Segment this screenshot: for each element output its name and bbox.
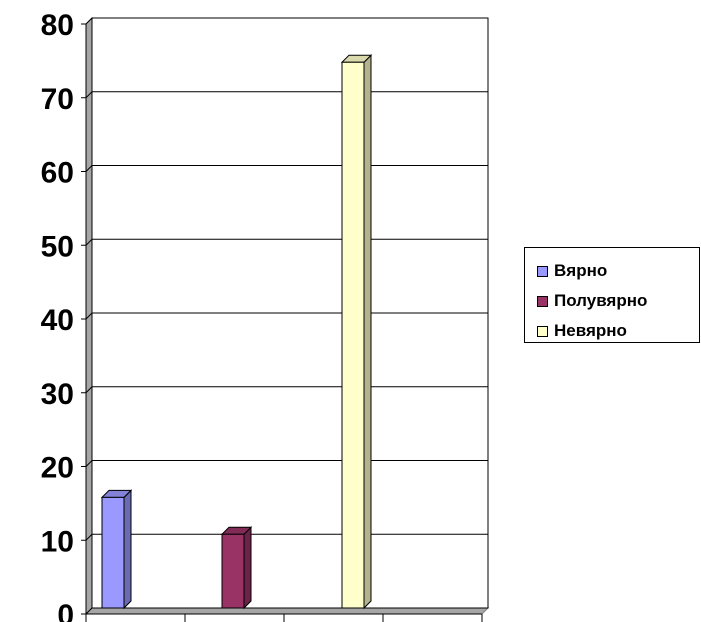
bar-3-side: [363, 54, 372, 610]
bar-1: [100, 489, 133, 610]
axes: [81, 23, 483, 622]
gridline-depth-7: [85, 91, 93, 99]
bar-2: [220, 526, 253, 610]
bar-2-side: [243, 526, 252, 610]
y-tick-label-6: 60: [41, 157, 74, 190]
gridline-depth-5: [85, 238, 93, 246]
plot-background: [84, 16, 490, 616]
y-tick-label-1: 10: [41, 525, 74, 558]
legend-item-incorrect: Невярно: [537, 316, 693, 346]
legend-item-correct: Вярно: [537, 256, 693, 286]
y-tick-label-7: 70: [41, 83, 74, 116]
plot-floor: [84, 607, 490, 615]
gridlines: [85, 17, 488, 615]
gridline-depth-8: [85, 17, 93, 25]
gridline-depth-4: [85, 312, 93, 320]
gridline-depth-2: [85, 460, 93, 467]
gridline-depth-3: [85, 386, 93, 394]
y-tick-label-3: 30: [41, 378, 74, 411]
y-tick-label-4: 40: [41, 304, 74, 337]
legend-label-correct: Вярно: [554, 261, 608, 280]
bar-1-front: [101, 496, 125, 609]
bar-3-front: [341, 61, 365, 609]
legend-label-partially-correct: Полувярно: [554, 291, 648, 310]
legend: Вярно Полувярно Невярно: [524, 247, 700, 343]
legend-item-partially-correct: Полувярно: [537, 286, 693, 316]
gridline-depth-1: [85, 533, 93, 541]
legend-swatch-partially-correct: [537, 295, 548, 307]
y-axis-tick-labels: 0 10 20 30 40 50 60 70 80: [41, 9, 74, 622]
y-tick-label-2: 20: [41, 452, 74, 485]
gridline-depth-6: [85, 165, 93, 172]
bar-1-side: [123, 489, 132, 610]
bars: [100, 54, 373, 610]
legend-swatch-correct: [537, 265, 548, 277]
legend-label-incorrect: Невярно: [554, 321, 627, 340]
legend-swatch-incorrect: [537, 325, 548, 337]
gridline-depth-0: [85, 607, 93, 615]
y-tick-label-0: 0: [57, 599, 74, 622]
bar-2-front: [221, 533, 245, 609]
y-tick-label-8: 80: [41, 9, 74, 42]
y-tick-label-5: 50: [41, 230, 74, 263]
bar-3: [340, 54, 373, 610]
